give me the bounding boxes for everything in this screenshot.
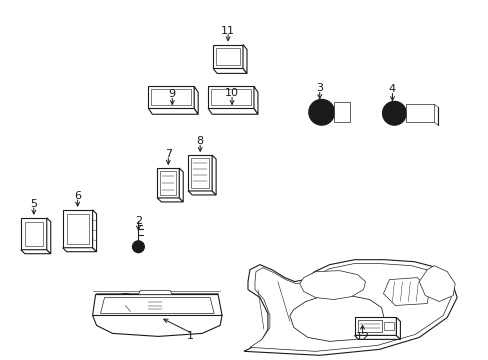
Polygon shape (188, 191, 216, 195)
Text: 5: 5 (30, 199, 37, 209)
Polygon shape (208, 86, 253, 108)
Polygon shape (357, 320, 382, 332)
Circle shape (318, 109, 324, 115)
Circle shape (169, 300, 181, 311)
Polygon shape (243, 45, 246, 73)
Polygon shape (212, 155, 216, 195)
Text: 12: 12 (355, 332, 369, 342)
Polygon shape (244, 260, 456, 355)
Polygon shape (333, 102, 349, 122)
Text: 7: 7 (164, 149, 171, 159)
Polygon shape (62, 248, 96, 252)
Polygon shape (208, 108, 258, 114)
Polygon shape (25, 222, 42, 246)
Polygon shape (213, 45, 243, 68)
Circle shape (132, 241, 144, 253)
Polygon shape (21, 218, 47, 250)
Circle shape (391, 111, 396, 116)
Polygon shape (384, 323, 394, 330)
Polygon shape (211, 89, 250, 105)
Polygon shape (101, 298, 214, 314)
Polygon shape (289, 296, 384, 341)
Circle shape (113, 293, 137, 318)
Polygon shape (47, 218, 51, 254)
Polygon shape (354, 336, 400, 339)
Polygon shape (92, 305, 222, 336)
Text: 11: 11 (221, 26, 235, 36)
Circle shape (118, 298, 132, 312)
Circle shape (214, 93, 222, 101)
Circle shape (313, 104, 329, 120)
Circle shape (308, 99, 334, 125)
Polygon shape (354, 318, 396, 336)
Polygon shape (179, 168, 183, 202)
Text: 4: 4 (388, 84, 395, 94)
Text: 1: 1 (186, 332, 193, 341)
Text: 9: 9 (168, 89, 176, 99)
Polygon shape (433, 104, 437, 125)
Polygon shape (101, 307, 222, 315)
Polygon shape (151, 89, 191, 105)
Polygon shape (160, 171, 176, 195)
Circle shape (165, 296, 185, 315)
Polygon shape (92, 210, 96, 252)
Polygon shape (216, 48, 240, 66)
Circle shape (135, 244, 141, 250)
Text: 6: 6 (74, 191, 81, 201)
Polygon shape (383, 278, 428, 306)
Text: 2: 2 (135, 216, 142, 226)
Polygon shape (62, 210, 92, 248)
Polygon shape (419, 266, 454, 302)
Text: 3: 3 (316, 84, 323, 93)
Polygon shape (157, 198, 183, 202)
Text: 10: 10 (224, 88, 239, 98)
Polygon shape (21, 250, 51, 254)
Polygon shape (138, 291, 172, 294)
Circle shape (382, 101, 406, 125)
Polygon shape (191, 158, 209, 188)
Polygon shape (249, 264, 450, 351)
Polygon shape (148, 108, 198, 114)
Polygon shape (299, 271, 365, 300)
Polygon shape (213, 68, 246, 73)
Polygon shape (406, 104, 433, 122)
Polygon shape (194, 86, 198, 114)
Polygon shape (157, 168, 179, 198)
Polygon shape (92, 294, 222, 315)
Polygon shape (253, 86, 258, 114)
Polygon shape (148, 86, 194, 108)
Polygon shape (396, 318, 400, 339)
Polygon shape (66, 214, 88, 244)
Circle shape (154, 93, 162, 101)
Circle shape (386, 106, 401, 120)
Text: 8: 8 (196, 136, 203, 146)
Polygon shape (188, 155, 212, 191)
